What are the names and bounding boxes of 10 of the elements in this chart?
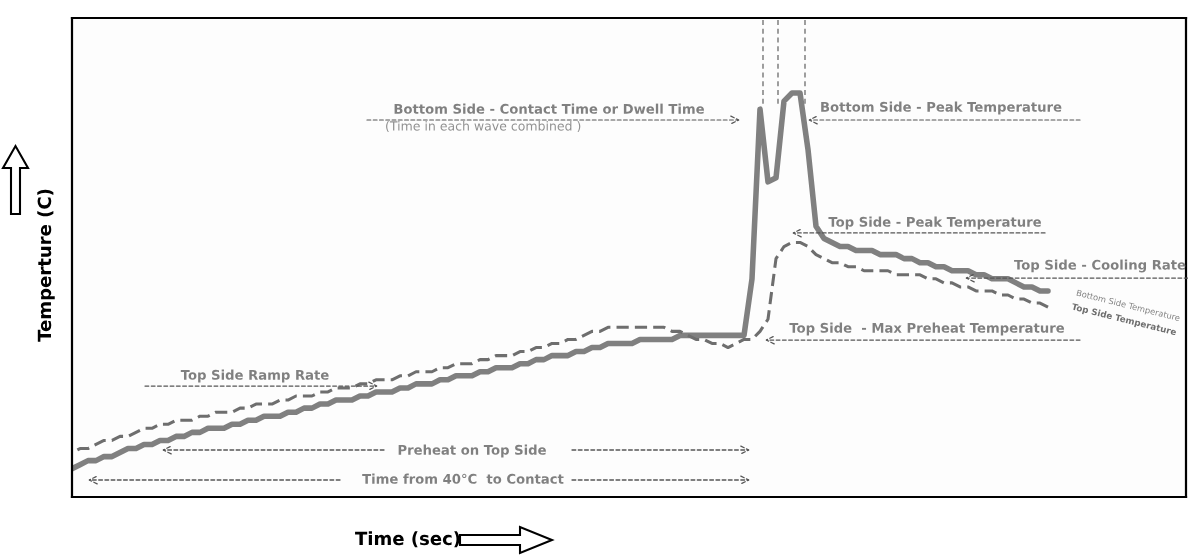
- annotation: Bottom Side - Contact Time or Dwell Time: [394, 103, 704, 114]
- annotation: (Time in each wave combined ): [386, 120, 581, 133]
- y-axis-title: Temperture (C): [37, 189, 55, 342]
- annotation: Bottom Side - Peak Temperature: [821, 101, 1062, 115]
- annotation: Top Side - Peak Temperature: [828, 216, 1041, 230]
- annotation: Time from 40°C to Contact: [362, 473, 564, 484]
- annotation: Top Side - Max Preheat Temperature: [789, 322, 1065, 336]
- x-axis-title: Time (sec): [355, 531, 460, 548]
- annotation: Top Side Ramp Rate: [180, 369, 329, 383]
- annotation: Preheat on Top Side: [398, 444, 546, 458]
